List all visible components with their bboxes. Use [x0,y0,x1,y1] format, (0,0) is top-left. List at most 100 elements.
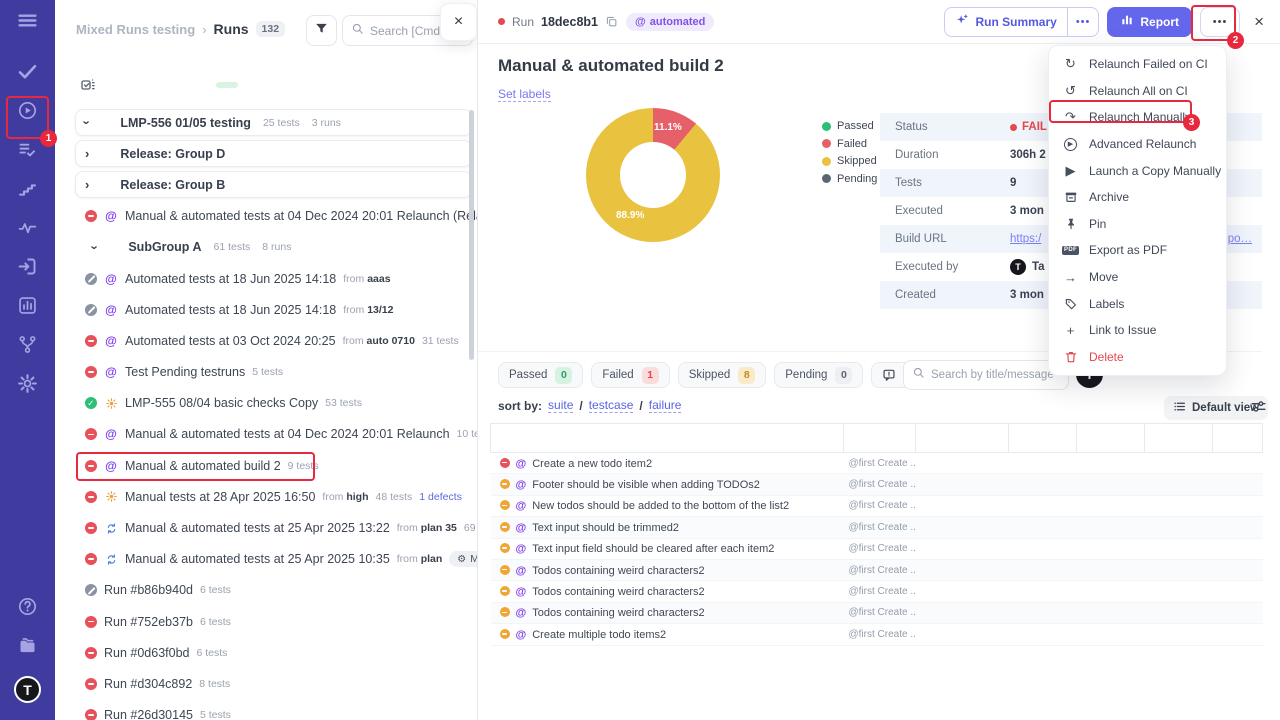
run-row[interactable]: Run #d304c892 8 tests [55,668,477,699]
run-group-row[interactable]: › LMP-556 01/05 testing 25 tests 3 runs [55,107,477,138]
run-group-row[interactable]: › SubGroup A 61 tests 8 runs [55,232,477,263]
run-title: Manual & automated build 2 [498,56,724,76]
run-row[interactable]: @ Automated tests at 18 Jun 2025 14:18 a… [55,263,477,294]
sidebar-icon[interactable] [17,258,39,280]
sidebar-icon[interactable] [17,375,39,397]
menu-item[interactable]: ▶ Advanced Relaunch [1049,131,1226,158]
table-header-cell[interactable] [1145,424,1213,453]
column-settings-icon[interactable] [1250,398,1268,416]
donut-skipped-label: 88.9% [616,210,644,221]
table-header-cell[interactable] [1077,424,1145,453]
sidebar-icon[interactable] [17,637,39,659]
menu-item[interactable]: PDF Export as PDF [1049,237,1226,264]
table-row[interactable]: @Create a new todo item2 @first Create .… [491,453,1263,474]
runs-filter-tab[interactable] [216,82,238,88]
run-row[interactable]: @ Manual & automated tests at 04 Dec 202… [55,201,477,232]
run-row[interactable]: @ Automated tests at 18 Jun 2025 14:18 1… [55,294,477,325]
sidebar-icon[interactable] [17,219,39,241]
chevron-icon[interactable]: › [81,120,94,124]
menu-item[interactable]: ↺ Relaunch All on CI [1049,78,1226,105]
table-row[interactable]: @Todos containing weird characters2 @fir… [491,602,1263,623]
run-group-row[interactable]: › Release: Group D [55,138,477,169]
run-row[interactable]: Run #752eb37b 6 tests [55,606,477,637]
menu-item[interactable]: Delete [1049,344,1226,371]
table-row[interactable]: @Todos containing weird characters2 @fir… [491,581,1263,602]
set-labels-link[interactable]: Set labels [498,87,551,102]
sidebar-icon[interactable] [17,297,39,319]
run-summary-more-button[interactable]: ••• [1067,8,1099,36]
table-header-cell[interactable] [1009,424,1077,453]
status-filter-pill[interactable]: Failed 1 [591,362,669,388]
breadcrumb-project[interactable]: Mixed Runs testing [76,22,195,37]
search-icon [351,22,364,40]
select-runs-icon[interactable] [80,77,96,93]
tests-search-input[interactable] [931,369,1060,381]
run-summary-button[interactable]: Run Summary ••• [944,7,1099,37]
run-row[interactable]: Run #b86b940d 6 tests [55,575,477,606]
menu-item[interactable]: ↻ Relaunch Failed on CI [1049,51,1226,78]
run-row[interactable]: @ Test Pending testruns 5 tests [55,357,477,388]
table-row[interactable]: @Text input should be trimmed2 @first Cr… [491,517,1263,538]
run-row[interactable]: Manual & automated tests at 25 Apr 2025 … [55,544,477,575]
chevron-icon[interactable]: › [85,147,89,160]
menu-item[interactable]: ↷ Relaunch Manually [1049,104,1226,131]
run-defects-link[interactable]: 1 defects [419,491,462,503]
sidebar-icon[interactable] [17,12,39,34]
table-row[interactable]: @Create multiple todo items2 @first Crea… [491,624,1263,645]
table-header-cell[interactable] [1213,424,1263,453]
table-row[interactable]: @Todos containing weird characters2 @fir… [491,559,1263,580]
menu-item[interactable]: ▶ Launch a Copy Manually [1049,157,1226,184]
run-row[interactable]: Run #26d30145 5 tests [55,700,477,720]
sort-link[interactable]: testcase [589,398,634,413]
test-tags [916,538,1009,559]
sidebar-icon[interactable] [17,180,39,202]
run-title: Run #26d30145 [104,708,193,720]
close-icon[interactable]: × [1254,12,1264,32]
table-header-cell[interactable] [844,424,916,453]
chevron-icon[interactable]: › [85,178,89,191]
run-row[interactable]: Manual tests at 28 Apr 2025 16:50 high 4… [55,481,477,512]
copy-icon[interactable] [605,15,619,29]
status-filter-pill[interactable]: Skipped 8 [678,362,767,388]
table-row[interactable]: @Footer should be visible when adding TO… [491,474,1263,495]
test-issues [1145,559,1213,580]
sidebar-icon[interactable] [17,336,39,358]
scrollbar[interactable] [469,110,474,360]
table-header-cell[interactable] [491,424,844,453]
chevron-icon[interactable]: › [89,245,102,249]
menu-item[interactable]: Pin [1049,211,1226,238]
run-row[interactable]: LMP-555 08/04 basic checks Copy 53 tests [55,388,477,419]
table-header-cell[interactable] [916,424,1009,453]
sort-link[interactable]: suite [548,398,573,413]
sidebar-icon[interactable] [17,102,39,124]
menu-item-label: Export as PDF [1089,243,1167,257]
close-panel-button[interactable]: × [440,3,477,41]
menu-item[interactable]: Labels [1049,290,1226,317]
run-row[interactable]: @ Manual & automated build 2 9 tests [55,450,477,481]
menu-item[interactable]: + Link to Issue [1049,317,1226,344]
table-row[interactable]: @New todos should be added to the bottom… [491,495,1263,516]
status-filter-pill[interactable]: Passed 0 [498,362,583,388]
sidebar-icon[interactable] [17,63,39,85]
status-filter-pills: Passed 0 Failed 1 Skipped 8 Pending 0 1 [498,362,932,388]
run-row[interactable]: Run #0d63f0bd 6 tests [55,637,477,668]
info-value-overflow[interactable]: po… [1228,233,1252,245]
test-runtime [1077,474,1145,495]
menu-item[interactable]: → Move [1049,264,1226,291]
filter-button[interactable] [306,15,337,46]
run-row[interactable]: Manual & automated tests at 25 Apr 2025 … [55,512,477,543]
run-tests-count: 6 tests [200,616,231,628]
sidebar-icon[interactable] [17,141,39,163]
sort-link[interactable]: failure [649,398,682,413]
run-group-row[interactable]: › Release: Group B [55,169,477,200]
run-row[interactable]: @ Automated tests at 03 Oct 2024 20:25 a… [55,325,477,356]
report-button[interactable]: Report [1107,7,1192,37]
more-actions-button[interactable]: ••• [1200,7,1240,37]
user-avatar[interactable]: T [14,676,41,703]
status-filter-pill[interactable]: Pending 0 [774,362,863,388]
import-icon [17,256,38,282]
menu-item[interactable]: Archive [1049,184,1226,211]
run-row[interactable]: @ Manual & automated tests at 04 Dec 202… [55,419,477,450]
table-row[interactable]: @Text input field should be cleared afte… [491,538,1263,559]
sidebar-icon[interactable] [17,598,39,620]
